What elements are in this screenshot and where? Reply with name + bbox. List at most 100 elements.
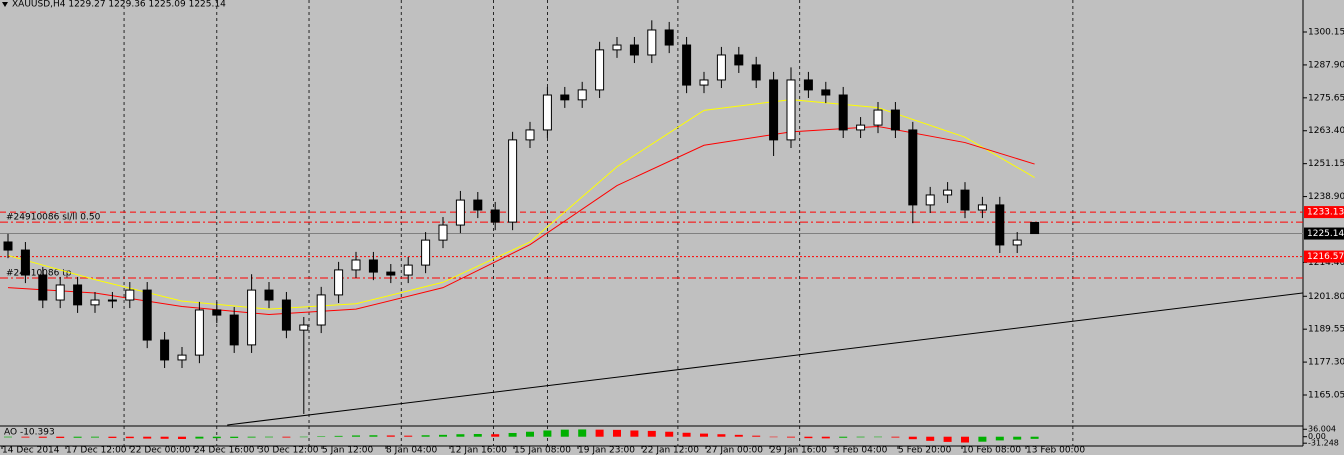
ao-bar — [21, 436, 30, 438]
candle-body — [542, 94, 552, 131]
ao-bar — [700, 433, 708, 437]
ao-bar — [247, 436, 256, 438]
ao-bar — [943, 436, 952, 442]
candle-body — [90, 299, 100, 306]
ao-bar — [56, 436, 65, 438]
ao-bar — [317, 436, 326, 437]
candle-body — [751, 64, 761, 81]
ao-bar — [752, 435, 761, 437]
ao-bar — [125, 436, 134, 439]
ao-y-tick-label: 36.004 — [1308, 425, 1336, 434]
candle-body — [838, 94, 848, 131]
candle-body — [995, 204, 1005, 246]
ao-bar — [456, 434, 465, 437]
candle-body — [177, 354, 187, 361]
ao-bar — [769, 436, 778, 438]
ao-bar — [386, 435, 395, 437]
candle-body — [38, 274, 48, 301]
ao-bar — [578, 429, 587, 437]
price-axis-bg — [1304, 0, 1344, 446]
ao-bar — [334, 435, 343, 437]
x-tick-label: 22 Jan 12:00 — [642, 446, 699, 455]
candle-body — [977, 204, 987, 211]
ao-bar — [961, 436, 969, 443]
price-label-box — [1304, 250, 1344, 263]
candle-body — [577, 89, 587, 101]
ao-bar — [195, 436, 204, 439]
header-icon — [2, 2, 8, 7]
ao-bar — [421, 435, 430, 437]
x-tick-label: 24 Dec 16:00 — [194, 446, 255, 455]
candle-body — [264, 289, 274, 301]
x-tick-label: 29 Jan 16:00 — [770, 446, 827, 455]
ao-bar — [630, 430, 639, 437]
candle-body — [890, 109, 900, 131]
x-tick-label: 5 Feb 20:00 — [898, 446, 952, 455]
candle-body — [908, 129, 918, 206]
y-tick-label: 1263.40 — [1308, 126, 1344, 136]
ao-bar — [682, 432, 691, 437]
x-tick-label: 13 Feb 00:00 — [1026, 446, 1085, 455]
candle-body — [699, 79, 709, 86]
ao-bar — [38, 436, 47, 438]
candle-body — [943, 189, 953, 196]
candle-body — [1030, 221, 1040, 235]
y-tick-label: 1201.80 — [1308, 292, 1344, 302]
y-tick-label: 1238.90 — [1308, 192, 1344, 202]
candle-body — [3, 241, 13, 251]
ao-bar — [282, 436, 291, 438]
ao-bar — [439, 434, 447, 437]
ao-bar — [560, 429, 569, 437]
ao-bar — [908, 436, 917, 440]
ao-bar — [1013, 436, 1022, 440]
ao-bar — [91, 436, 99, 438]
x-tick-label: 15 Jan 08:00 — [514, 446, 571, 455]
ao-bar — [73, 436, 82, 438]
chart-header: XAUUSD,H4 1229.27 1229.36 1225.09 1225.1… — [12, 0, 226, 10]
candle-body — [716, 54, 726, 81]
ao-bar — [299, 436, 308, 438]
candle-body — [734, 54, 744, 66]
candle-body — [20, 249, 30, 276]
ao-bar — [804, 436, 813, 439]
ao-bar — [4, 436, 12, 438]
y-tick-label: 1275.65 — [1308, 93, 1344, 103]
ao-bar — [978, 436, 987, 442]
candle-body — [403, 264, 413, 276]
x-tick-label: 17 Dec 12:00 — [66, 446, 127, 455]
ao-bar — [734, 434, 743, 437]
x-tick-label: 30 Dec 12:00 — [258, 446, 319, 455]
price-label: 1216.57 — [1307, 252, 1344, 262]
candle-body — [455, 199, 465, 226]
candle-body — [925, 194, 935, 206]
candle-body — [525, 129, 535, 141]
ao-bar — [821, 436, 830, 439]
level-annotation: #24910086 tp — [6, 268, 72, 278]
candle-body — [490, 209, 500, 223]
candle-body — [629, 44, 639, 56]
level-annotation: #24910086 sl/ll 0.50 — [6, 213, 101, 223]
ao-bar — [717, 434, 726, 437]
candle-body — [473, 199, 483, 211]
candle-body — [1012, 239, 1022, 246]
price-label: 1233.13 — [1307, 208, 1344, 218]
ao-bar — [369, 435, 378, 437]
ao-bar — [265, 436, 273, 438]
ao-bar — [995, 436, 1004, 441]
candle-body — [73, 284, 83, 306]
candle-body — [55, 284, 65, 301]
candle-body — [281, 299, 291, 331]
x-tick-label: 8 Jan 04:00 — [386, 446, 438, 455]
candle-body — [786, 79, 796, 141]
candle-body — [125, 289, 135, 301]
ao-bar — [926, 436, 935, 441]
y-tick-label: 1177.30 — [1308, 358, 1344, 368]
ao-bar — [647, 430, 656, 437]
price-label-box — [1304, 206, 1344, 219]
candle-body — [247, 289, 257, 346]
y-tick-label: 1251.15 — [1308, 159, 1344, 169]
y-tick-label: 1300.15 — [1308, 28, 1344, 38]
x-tick-label: 10 Feb 08:00 — [962, 446, 1021, 455]
candle-body — [612, 44, 622, 51]
ao-bar — [178, 436, 186, 439]
